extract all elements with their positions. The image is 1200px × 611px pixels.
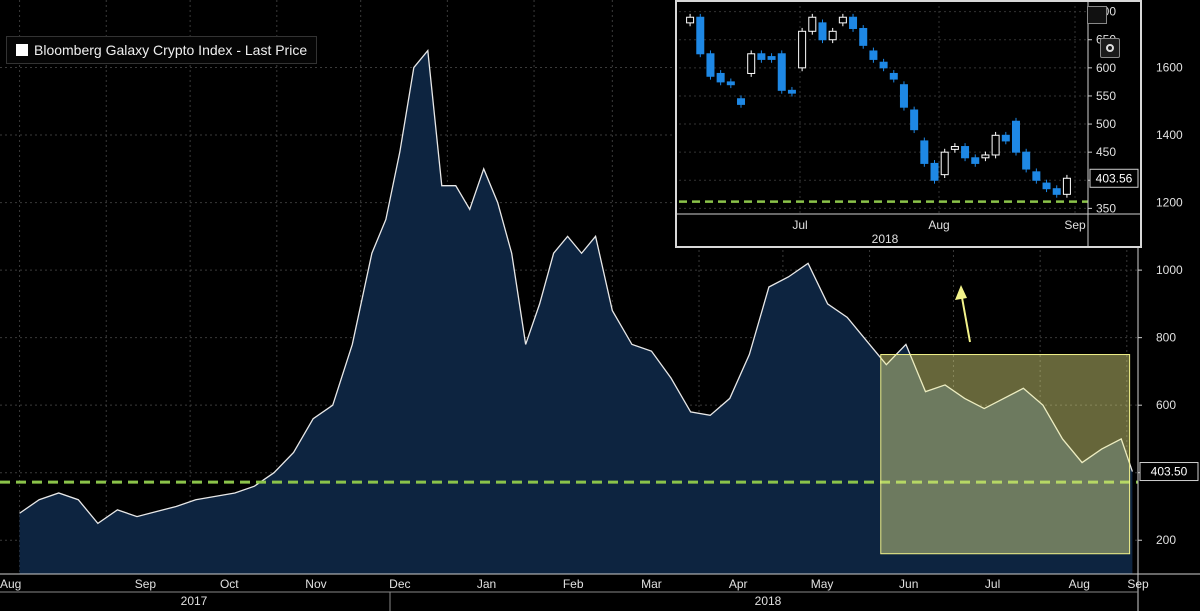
x-tick-label: Sep <box>135 577 157 591</box>
x-tick-label: Aug <box>0 577 21 591</box>
x-tick-label: Jan <box>477 577 496 591</box>
inset-year-label: 2018 <box>872 232 899 246</box>
candle-body <box>1022 151 1031 170</box>
inset-y-tick-label: 550 <box>1096 89 1116 103</box>
inset-x-tick-label: Sep <box>1064 218 1086 232</box>
year-label-2017: 2017 <box>181 594 208 608</box>
x-tick-label: Oct <box>220 577 239 591</box>
candle-body <box>1011 120 1020 153</box>
y-tick-label: 200 <box>1156 533 1176 547</box>
y-tick-label: 1200 <box>1156 196 1183 210</box>
settings-icon[interactable] <box>1100 38 1120 58</box>
y-tick-label: 1400 <box>1156 128 1183 142</box>
candle-body <box>737 98 746 105</box>
highlight-box <box>880 354 1131 555</box>
candle-body <box>1032 171 1041 181</box>
x-tick-label: Sep <box>1127 577 1149 591</box>
candle-body <box>757 53 766 60</box>
candle-body <box>808 16 817 32</box>
candle-body <box>686 16 695 24</box>
inset-y-tick-label: 600 <box>1096 61 1116 75</box>
candle-body <box>1052 188 1061 195</box>
x-tick-label: Mar <box>641 577 662 591</box>
inset-y-tick-label: 450 <box>1096 145 1116 159</box>
candle-body <box>787 89 796 94</box>
year-label-2018: 2018 <box>755 594 782 608</box>
x-tick-label: Feb <box>563 577 584 591</box>
price-line <box>19 49 1134 525</box>
candle-body <box>920 140 929 164</box>
candle-body <box>950 146 959 150</box>
y-tick-label: 800 <box>1156 331 1176 345</box>
inset-candlestick-chart: 350400450500550600650700JulAugSep2018403… <box>675 0 1142 248</box>
inset-chart-svg: 350400450500550600650700JulAugSep2018403… <box>677 2 1140 246</box>
candle-body <box>899 84 908 108</box>
candle-body <box>706 53 715 77</box>
last-price-label: 403.50 <box>1151 465 1188 479</box>
legend-label: Bloomberg Galaxy Crypto Index - Last Pri… <box>34 42 308 58</box>
candle-body <box>930 162 939 181</box>
candle-body <box>869 50 878 60</box>
candle-body <box>971 157 980 164</box>
candle-body <box>696 16 705 55</box>
x-tick-label: Apr <box>729 577 748 591</box>
candle-body <box>828 30 837 41</box>
candle-body <box>1042 182 1051 190</box>
chart-type-icon[interactable] <box>1087 6 1107 24</box>
candle-body <box>1001 134 1010 142</box>
x-tick-label: Aug <box>1069 577 1090 591</box>
candle-body <box>859 27 868 46</box>
candle-body <box>940 151 949 176</box>
inset-last-price-label: 403.56 <box>1096 171 1133 185</box>
candle-body <box>910 109 919 131</box>
candle-body <box>991 134 1000 156</box>
y-tick-label: 1600 <box>1156 61 1183 75</box>
candle-body <box>1062 177 1071 195</box>
candle-body <box>961 146 970 159</box>
x-tick-label: Jul <box>985 577 1000 591</box>
y-tick-label: 600 <box>1156 398 1176 412</box>
candle-body <box>849 16 858 29</box>
candle-body <box>889 72 898 80</box>
inset-y-tick-label: 500 <box>1096 117 1116 131</box>
inset-x-tick-label: Aug <box>928 218 949 232</box>
legend-swatch <box>16 44 28 56</box>
candle-body <box>777 53 786 91</box>
candle-body <box>767 56 776 60</box>
arrow-head <box>955 285 967 300</box>
inset-x-tick-label: Jul <box>792 218 807 232</box>
candle-body <box>798 30 807 69</box>
arrow-line <box>960 291 971 343</box>
x-tick-label: May <box>811 577 834 591</box>
x-tick-label: Nov <box>305 577 326 591</box>
price-area <box>19 50 1133 575</box>
candle-body <box>879 61 888 69</box>
chart-legend: Bloomberg Galaxy Crypto Index - Last Pri… <box>6 36 318 64</box>
candle-body <box>838 16 847 24</box>
candle-body <box>818 22 827 41</box>
x-tick-label: Dec <box>389 577 410 591</box>
y-tick-label: 1000 <box>1156 263 1183 277</box>
candle-body <box>716 72 725 83</box>
x-tick-label: Jun <box>899 577 918 591</box>
candle-body <box>747 53 756 74</box>
inset-y-tick-label: 350 <box>1096 201 1116 215</box>
candle-body <box>981 154 990 159</box>
last-price-tag <box>1139 462 1199 482</box>
inset-last-price-tag <box>1089 168 1139 188</box>
candle-body <box>726 81 735 86</box>
